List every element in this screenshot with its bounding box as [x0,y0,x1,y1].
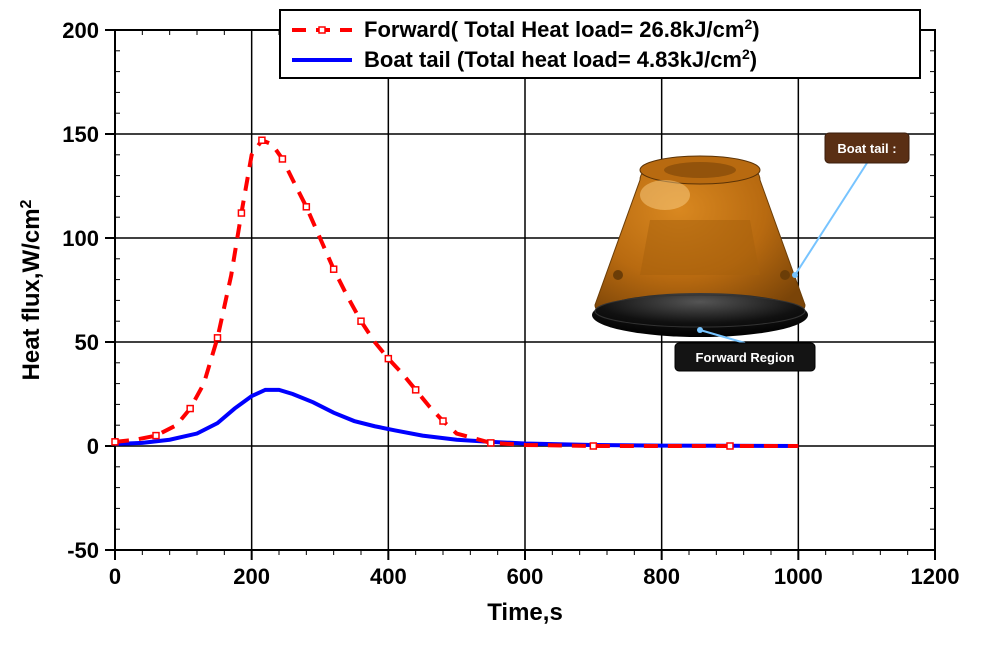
pointer-dot-icon [792,272,798,278]
chart-container: 0 200 400 600 800 1000 1200 -50 0 50 100 150 200 Time… [0,0,986,663]
forward-marker [358,318,364,324]
forward-marker [303,204,309,210]
forward-marker [238,210,244,216]
forward-marker [440,418,446,424]
capsule-top-hatch-icon [664,162,736,178]
xtick-label: 0 [109,564,121,589]
xtick-label: 800 [643,564,680,589]
xtick-label: 400 [370,564,407,589]
pointer-dot-icon [697,327,703,333]
forward-marker [590,443,596,449]
forward-marker [153,433,159,439]
ytick-label: 200 [62,18,99,43]
legend-label-boat_tail: Boat tail (Total heat load= 4.83kJ/cm2) [364,46,757,72]
capsule-dot-icon [780,270,790,280]
capsule-highlight-icon [640,180,690,210]
capsule-panel-icon [640,220,760,275]
xtick-label: 1000 [774,564,823,589]
forward-marker [112,439,118,445]
x-axis-label: Time,s [487,599,563,626]
forward-marker [385,356,391,362]
forward-marker [215,335,221,341]
xtick-label: 200 [233,564,270,589]
xtick-label: 1200 [911,564,960,589]
forward-marker [259,137,265,143]
y-axis-label: Heat flux,W/cm2 [18,199,46,380]
xtick-label: 600 [507,564,544,589]
capsule-dot-icon [613,270,623,280]
callout-label-forward: Forward Region [696,350,795,365]
ytick-label: 150 [62,122,99,147]
forward-marker [331,266,337,272]
legend-label-forward: Forward( Total Heat load= 26.8kJ/cm2) [364,16,760,42]
heat-flux-chart: 0 200 400 600 800 1000 1200 -50 0 50 100 150 200 Time… [0,0,986,663]
ytick-label: 100 [62,226,99,251]
legend-marker-forward [319,27,325,33]
forward-marker [488,440,494,446]
ytick-label: 0 [87,434,99,459]
callout-label-boat-tail: Boat tail : [837,141,896,156]
forward-marker [727,443,733,449]
ytick-label: -50 [67,538,99,563]
ytick-label: 50 [75,330,99,355]
forward-marker [413,387,419,393]
forward-marker [279,156,285,162]
forward-marker [187,406,193,412]
